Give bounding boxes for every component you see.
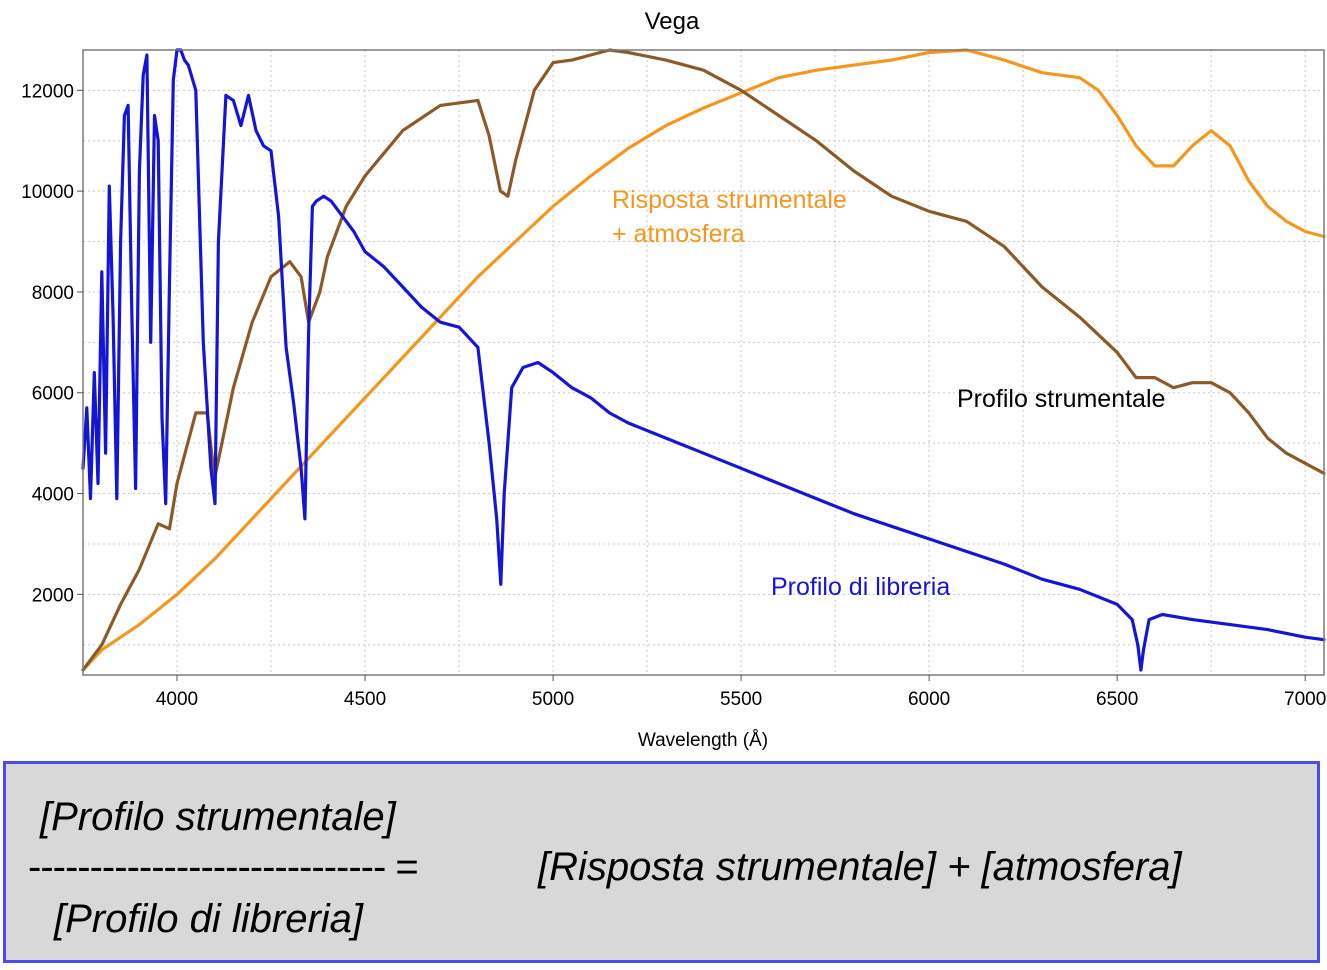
annotation-response-line2: + atmosfera [612, 220, 745, 248]
x-axis-label: Wavelength (Å) [638, 730, 768, 751]
y-tick-label: 12000 [21, 81, 74, 102]
x-tick-label: 5000 [532, 689, 574, 710]
x-tick-label: 4000 [156, 689, 198, 710]
annotation-library: Profilo di libreria [771, 573, 950, 601]
formula-denominator: [Profilo di libreria] [54, 897, 364, 941]
series-line-response [81, 48, 1326, 672]
series-line-instrumental [81, 48, 1326, 672]
y-tick-label: 6000 [32, 384, 74, 405]
formula-rhs: [Risposta strumentale] + [atmosfera] [538, 845, 1182, 889]
y-tick-label: 4000 [32, 485, 74, 506]
x-tick-label: 5500 [720, 689, 762, 710]
formula-numerator: [Profilo strumentale] [40, 795, 396, 839]
series-layer [81, 48, 1326, 672]
y-tick-label: 2000 [32, 585, 74, 606]
annotation-response-line1: Risposta strumentale [612, 186, 847, 214]
x-tick-label: 6000 [908, 689, 950, 710]
x-tick-label: 7000 [1284, 689, 1326, 710]
y-tick-label: 10000 [21, 182, 74, 203]
x-axis: 4000 4500 5000 5500 6000 6500 7000 [156, 675, 1326, 710]
annotation-instrumental: Profilo strumentale [957, 385, 1165, 413]
x-tick-label: 4500 [344, 689, 386, 710]
x-tick-label: 6500 [1096, 689, 1138, 710]
y-axis: 2000 4000 6000 8000 10000 12000 [21, 81, 83, 606]
grid-lines [82, 50, 1324, 675]
formula-box: [Profilo strumentale] ------------------… [3, 761, 1320, 963]
plot-area [82, 49, 1325, 676]
series-line-library [81, 48, 1326, 672]
chart-title: Vega [645, 8, 700, 35]
spectrum-chart: 4000 4500 5000 5500 6000 6500 7000 2000 4000 600… [21, 8, 1326, 751]
y-tick-label: 8000 [32, 283, 74, 304]
formula-fraction-line: ----------------------------- = [28, 845, 419, 889]
